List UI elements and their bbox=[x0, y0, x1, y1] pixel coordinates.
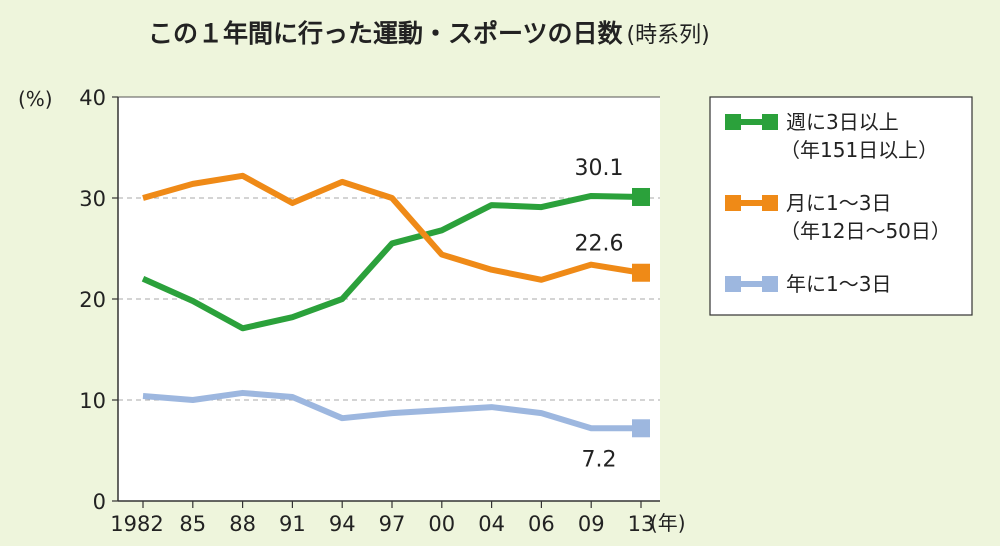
series-line bbox=[142, 172, 642, 283]
series-3 bbox=[142, 389, 650, 438]
x-tick-label: 09 bbox=[578, 512, 605, 536]
x-tick-label: 94 bbox=[329, 512, 356, 536]
data-label: 30.1 bbox=[575, 156, 624, 181]
x-tick-label: 88 bbox=[229, 512, 256, 536]
y-ticks: 0 10 20 30 40 bbox=[79, 86, 118, 514]
series-1 bbox=[141, 187, 650, 332]
x-tick-label: 00 bbox=[428, 512, 455, 536]
legend-swatch-marker bbox=[725, 276, 741, 292]
y-tick-label: 10 bbox=[79, 389, 106, 413]
data-labels: 30.1 22.6 7.2 bbox=[575, 156, 624, 472]
series-end-marker bbox=[632, 263, 650, 282]
series-line bbox=[141, 192, 642, 332]
legend-swatch-marker bbox=[725, 195, 741, 211]
legend-sublabel: （年151日以上） bbox=[780, 138, 938, 162]
data-label: 7.2 bbox=[582, 447, 617, 472]
y-tick-label: 40 bbox=[79, 86, 106, 110]
y-tick-label: 30 bbox=[79, 187, 106, 211]
legend-swatch-marker bbox=[725, 114, 741, 130]
y-axis-unit: (%) bbox=[18, 87, 53, 111]
legend-swatch-marker bbox=[762, 276, 778, 292]
chart-title: この１年間に行った運動・スポーツの日数 (時系列) bbox=[148, 19, 710, 48]
x-tick-label: 85 bbox=[179, 512, 206, 536]
x-ticks: 1982 85 88 91 94 97 00 04 06 09 13 bbox=[110, 501, 654, 536]
series-2 bbox=[142, 172, 650, 283]
series-end-marker bbox=[632, 187, 650, 206]
series-end-marker bbox=[632, 419, 650, 438]
x-tick-label: 1982 bbox=[110, 512, 163, 536]
x-tick-label: 06 bbox=[528, 512, 555, 536]
x-tick-label: 04 bbox=[478, 512, 505, 536]
x-tick-label: 91 bbox=[279, 512, 306, 536]
legend-sublabel: （年12日〜50日） bbox=[780, 219, 951, 243]
legend-label: 年に1〜3日 bbox=[786, 272, 891, 296]
y-tick-label: 0 bbox=[93, 490, 106, 514]
legend-label: 週に3日以上 bbox=[786, 110, 899, 134]
x-tick-label: 97 bbox=[379, 512, 406, 536]
x-tick-label: 13 bbox=[628, 512, 655, 536]
series bbox=[141, 172, 650, 438]
legend: 週に3日以上 （年151日以上） 月に1〜3日 （年12日〜50日） 年に1〜3日 bbox=[709, 96, 973, 316]
series-line bbox=[142, 389, 641, 432]
chart-subtitle: (時系列) bbox=[627, 23, 710, 48]
legend-swatch-marker bbox=[762, 114, 778, 130]
legend-swatch-marker bbox=[762, 195, 778, 211]
legend-label: 月に1〜3日 bbox=[786, 191, 891, 215]
y-tick-label: 20 bbox=[79, 288, 106, 312]
x-axis-unit: (年) bbox=[650, 511, 686, 535]
data-label: 22.6 bbox=[575, 232, 624, 257]
chart-title-main: この１年間に行った運動・スポーツの日数 bbox=[148, 19, 624, 48]
